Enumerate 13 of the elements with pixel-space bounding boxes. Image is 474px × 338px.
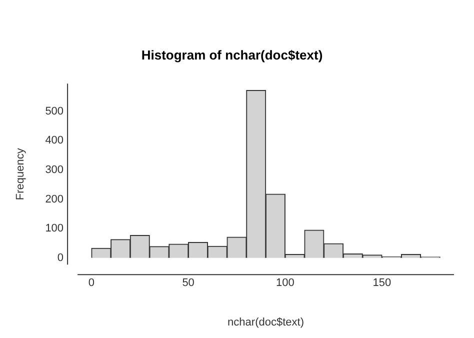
x-tick-label: 100 xyxy=(276,277,294,290)
x-tick-label: 50 xyxy=(182,277,194,290)
y-tick-label: 400 xyxy=(45,134,64,147)
y-tick-label: 0 xyxy=(57,252,64,264)
y-tick-label: 200 xyxy=(45,193,64,206)
x-axis-title: nchar(doc$text) xyxy=(228,316,304,328)
y-tick-label: 100 xyxy=(45,222,64,235)
y-tick-label: 500 xyxy=(45,105,64,118)
chart-title: Histogram of nchar(doc$text) xyxy=(141,47,323,62)
y-tick-label: 300 xyxy=(45,164,64,176)
y-axis-title: Frequency xyxy=(14,148,27,200)
x-tick-label: 0 xyxy=(88,277,95,290)
x-tick-label: 150 xyxy=(372,277,392,290)
